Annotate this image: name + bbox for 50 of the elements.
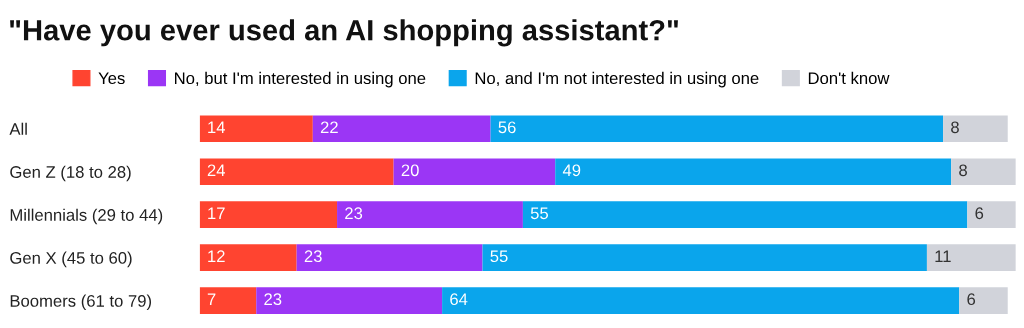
legend-label: No, and I'm not interested in using one [475, 71, 759, 88]
data-label: 22 [320, 121, 338, 134]
bar [959, 287, 1008, 314]
data-label: 7 [207, 293, 216, 305]
bar [199, 115, 313, 143]
data-label: 17 [208, 207, 225, 219]
data-label: 24 [207, 164, 225, 177]
y-tick-label: Millennials (29 to 44) [10, 208, 163, 225]
data-label: 6 [975, 207, 984, 220]
bar [490, 115, 944, 143]
bar [296, 244, 483, 271]
y-tick-label: Gen X (45 to 60) [10, 251, 132, 268]
data-label: 14 [208, 121, 225, 134]
data-label: 55 [530, 207, 549, 220]
data-label: 23 [264, 293, 282, 306]
bar [522, 201, 968, 228]
bar [393, 158, 556, 186]
legend-label: Yes [98, 72, 125, 85]
data-label: 23 [345, 207, 363, 220]
bar [943, 115, 1008, 143]
data-label: 55 [490, 250, 508, 263]
bar [555, 158, 952, 186]
data-label: 11 [935, 250, 951, 262]
chart-title: "Have you ever used an AI shopping assistant?" [10, 19, 678, 47]
data-label: 20 [401, 164, 419, 177]
data-label: 8 [951, 121, 959, 134]
bar [199, 201, 338, 228]
bar [199, 287, 257, 314]
bar [199, 158, 394, 186]
y-tick-label: Gen Z (18 to 28) [10, 165, 131, 182]
bar [337, 201, 523, 228]
data-label: 49 [562, 164, 581, 177]
legend-label: Don't know [808, 71, 890, 85]
bar [256, 287, 443, 314]
legend-label: No, but I'm interested in using one [175, 71, 426, 88]
bar [442, 287, 960, 314]
bar [482, 244, 927, 271]
bar [199, 244, 297, 271]
y-tick-label: Boomers (61 to 79) [10, 294, 152, 311]
bar [926, 244, 1016, 271]
data-label: 64 [450, 293, 468, 306]
y-tick-label: All [9, 122, 27, 135]
bar [312, 115, 491, 143]
data-label: 6 [967, 293, 976, 306]
bar [951, 158, 1016, 186]
data-label: 23 [304, 250, 322, 263]
data-label: 56 [498, 121, 516, 134]
data-label: 12 [208, 250, 225, 262]
data-label: 8 [959, 164, 967, 177]
bar [967, 201, 1016, 228]
